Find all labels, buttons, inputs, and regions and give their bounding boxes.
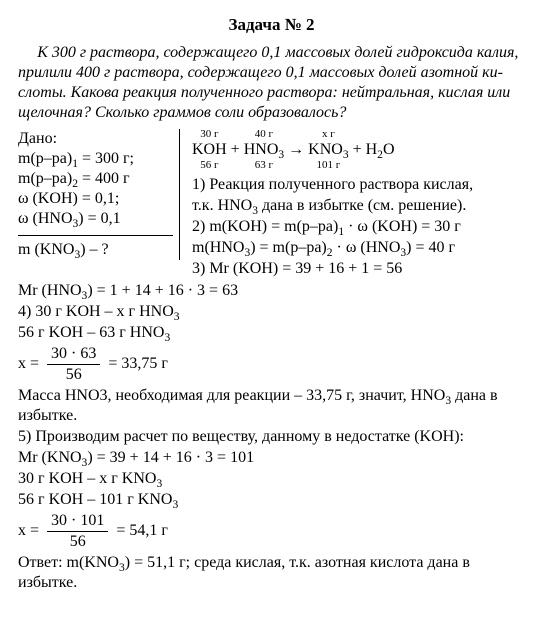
given-line-3: ω (KOH) = 0,1;	[18, 189, 173, 209]
arrow-icon: →	[288, 140, 304, 160]
find-line: m (KNO3) – ?	[18, 235, 173, 260]
sol-2: 2) m(KOH) = m(р–ра)1 · ω (KOH) = 30 г	[192, 217, 525, 237]
mr-hno3: Mr (HNO3) = 1 + 14 + 16 · 3 = 63	[18, 281, 525, 301]
sol-4: 3) Mr (KOH) = 39 + 16 + 1 = 56	[192, 259, 525, 279]
sol-1a: 1) Реакция полученного раствора кислая,	[192, 175, 525, 195]
given-block: Дано: m(р–ра)1 = 300 г; m(р–ра)2 = 400 г…	[18, 129, 180, 260]
answer-line: Ответ: m(KNO3) = 51,1 г; среда кислая, т…	[18, 553, 525, 593]
prop-1b: 56 г KOH – 63 г HNO3	[18, 323, 525, 343]
prop-2a: 30 г KOH – x г KNO3	[18, 469, 525, 489]
reaction-equation: 30 г KOH 56 г + 40 г HNO3 63 г → х г KNO…	[192, 129, 525, 171]
plus-1: +	[231, 140, 240, 160]
given-label: Дано:	[18, 129, 173, 149]
given-line-2: m(р–ра)2 = 400 г	[18, 169, 173, 189]
task-title: Задача № 2	[18, 14, 525, 35]
mr-kno3: Mr (KNO3) = 39 + 14 + 16 · 3 = 101	[18, 448, 525, 468]
excess-note: Масса HNO3, необходимая для реакции – 33…	[18, 386, 525, 426]
solution-right: 30 г KOH 56 г + 40 г HNO3 63 г → х г KNO…	[188, 129, 525, 280]
given-solution-row: Дано: m(р–ра)1 = 300 г; m(р–ра)2 = 400 г…	[18, 129, 525, 280]
sol-1b: т.к. HNO3 дана в избытке (см. решение).	[192, 196, 525, 216]
prop-2b: 56 г KOH – 101 г KNO3	[18, 490, 525, 510]
step-5: 5) Производим расчет по веществу, данном…	[18, 427, 525, 447]
calc-1: x = 30 · 6356 = 33,75 г	[18, 344, 525, 385]
eq-hno3: 40 г HNO3 63 г	[244, 129, 284, 171]
given-line-4: ω (HNO3) = 0,1	[18, 209, 173, 229]
eq-kno3: х г KNO3 101 г	[308, 129, 348, 171]
given-line-1: m(р–ра)1 = 300 г;	[18, 149, 173, 169]
plus-2: +	[353, 140, 362, 160]
eq-koh: 30 г KOH 56 г	[192, 129, 227, 171]
problem-statement: К 300 г раствора, содержащего 0,1 массов…	[18, 43, 525, 123]
prop-1a: 4) 30 г KOH – x г HNO3	[18, 302, 525, 322]
eq-h2o: H2O	[366, 129, 395, 171]
calc-2: x = 30 · 10156 = 54,1 г	[18, 511, 525, 552]
sol-3: m(HNO3) = m(р–ра)2 · ω (HNO3) = 40 г	[192, 238, 525, 258]
